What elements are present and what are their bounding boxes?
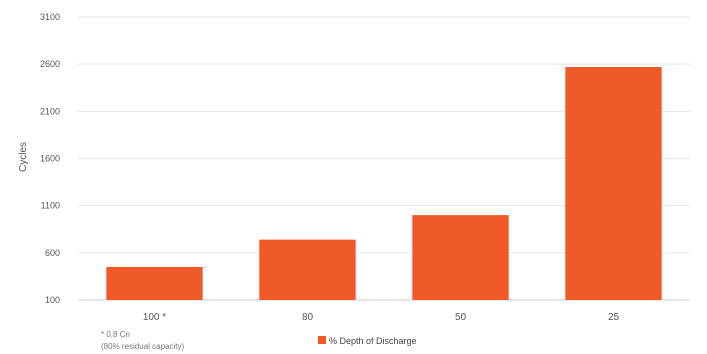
y-tick-label: 2600	[40, 59, 60, 69]
footnote-line-1: * 0,8 Cn	[101, 330, 130, 339]
bar	[106, 266, 203, 300]
y-tick-label: 1100	[41, 201, 60, 211]
y-tick-label: 100	[45, 295, 60, 305]
bar	[259, 239, 356, 300]
bar	[412, 215, 509, 300]
x-tick-label: 50	[455, 312, 467, 323]
y-axis-title: Cycles	[18, 142, 29, 172]
gridlines	[78, 16, 690, 301]
y-tick-label: 1600	[40, 154, 60, 164]
x-axis-ticks: 100 * 80 50 25	[143, 312, 620, 323]
x-tick-label: 100 *	[143, 312, 166, 323]
y-tick-label: 600	[45, 248, 60, 258]
x-tick-label: 25	[608, 312, 620, 323]
bar	[565, 66, 662, 300]
footnote-line-2: (80% residual capacity)	[101, 342, 184, 351]
legend: % Depth of Discharge	[318, 336, 417, 346]
y-tick-label: 3100	[40, 12, 60, 22]
legend-label: % Depth of Discharge	[329, 336, 417, 346]
y-tick-label: 2100	[40, 106, 60, 116]
x-tick-label: 80	[302, 312, 314, 323]
legend-swatch	[318, 336, 326, 344]
y-axis-ticks: 100 600 1100 1600 2100 2600 3100	[40, 12, 60, 305]
bars	[106, 66, 662, 300]
